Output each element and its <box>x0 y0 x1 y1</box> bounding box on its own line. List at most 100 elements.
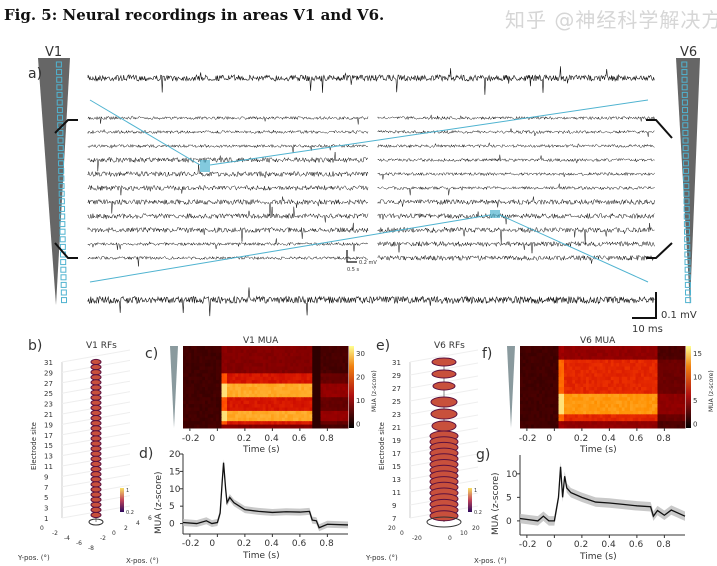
heatmap-cell <box>619 349 623 354</box>
heatmap-cell <box>260 366 264 371</box>
heatmap-cell <box>246 363 250 367</box>
heatmap-cell <box>243 356 247 361</box>
heatmap-cell <box>558 390 562 395</box>
heatmap-cell <box>309 356 313 361</box>
heatmap-cell <box>334 410 338 415</box>
heatmap-cell <box>665 352 669 357</box>
heatmap-cell <box>188 376 192 381</box>
heatmap-cell <box>676 417 680 422</box>
heatmap-cell <box>566 417 570 422</box>
heatmap-cell <box>290 352 294 357</box>
heatmap-cell <box>542 349 546 354</box>
heatmap-cell <box>271 410 275 415</box>
heatmap-cell <box>679 349 683 354</box>
heatmap-cell <box>317 407 321 412</box>
heatmap-cell <box>522 393 526 398</box>
heatmap-cell <box>660 356 664 361</box>
heatmap-cell <box>337 404 341 408</box>
heatmap-cell <box>317 363 321 367</box>
heatmap-cell <box>652 400 656 405</box>
heatmap-cell <box>249 349 253 354</box>
heatmap-cell <box>342 393 346 398</box>
heatmap-cell <box>536 404 540 408</box>
heatmap-cell <box>328 400 332 405</box>
heatmap-cell <box>196 410 200 415</box>
heatmap-cell <box>616 366 620 371</box>
x-tick-label: 0.4 <box>264 539 279 549</box>
heatmap-cell <box>276 400 280 405</box>
heatmap-cell <box>635 383 639 388</box>
heatmap-cell <box>254 346 258 350</box>
heatmap-cell <box>224 414 228 419</box>
heatmap-cell <box>536 363 540 367</box>
heatmap-cell <box>328 421 332 426</box>
rf-colorbar-tick: 1 <box>474 488 477 494</box>
heatmap-cell <box>345 356 349 361</box>
heatmap-cell <box>575 383 579 388</box>
heatmap-cell <box>632 390 636 395</box>
heatmap-cell <box>320 393 324 398</box>
heatmap-cell <box>641 387 645 391</box>
receptive-field <box>90 491 102 498</box>
heatmap-cell <box>635 424 639 429</box>
heatmap-cell <box>638 390 642 395</box>
heatmap-cell <box>674 393 678 398</box>
heatmap-cell <box>254 369 258 374</box>
heatmap-cell <box>566 410 570 415</box>
heatmap-cell <box>597 376 601 381</box>
heatmap-cell <box>665 369 669 374</box>
heatmap-cell <box>183 363 187 367</box>
heatmap-cell <box>583 410 587 415</box>
heatmap-cell <box>196 369 200 374</box>
heatmap-cell <box>309 369 313 374</box>
heatmap-cell <box>229 390 233 395</box>
heatmap-cell <box>205 407 209 412</box>
heatmap-cell <box>638 400 642 405</box>
heatmap-cell <box>572 414 576 419</box>
heatmap-cell <box>317 390 321 395</box>
heatmap-cell <box>301 393 305 398</box>
heatmap-cell <box>323 363 327 367</box>
x-tick-label: 0.8 <box>656 434 671 444</box>
heatmap-cell <box>665 410 669 415</box>
heatmap-cell <box>339 421 343 426</box>
heatmap-cell <box>641 359 645 364</box>
heatmap-cell <box>238 352 242 357</box>
heatmap-cell <box>257 356 261 361</box>
heatmap-cell <box>337 414 341 419</box>
site-tick: 17 <box>44 432 53 440</box>
heatmap-cell <box>342 417 346 422</box>
heatmap-cell <box>339 404 343 408</box>
heatmap-cell <box>188 410 192 415</box>
heatmap-cell <box>210 410 214 415</box>
heatmap-cell <box>654 352 658 357</box>
x-axis-label: Time (s) <box>579 445 617 455</box>
heatmap-cell <box>610 414 614 419</box>
heatmap-cell <box>525 421 529 426</box>
heatmap-cell <box>320 366 324 371</box>
heatmap-cell <box>262 410 266 415</box>
heatmap-cell <box>337 373 341 378</box>
heatmap-cell <box>317 414 321 419</box>
heatmap-cell <box>542 383 546 388</box>
heatmap-cell <box>235 417 239 422</box>
heatmap-cell <box>301 404 305 408</box>
heatmap-cell <box>602 380 606 385</box>
heatmap-cell <box>588 390 592 395</box>
heatmap-cell <box>657 366 661 371</box>
heatmap-cell <box>199 346 203 350</box>
heatmap-cell <box>276 376 280 381</box>
heatmap-cell <box>249 380 253 385</box>
heatmap-cell <box>326 407 330 412</box>
heatmap-cell <box>210 380 214 385</box>
heatmap-cell <box>265 421 269 426</box>
heatmap-cell <box>342 366 346 371</box>
heatmap-cell <box>282 352 286 357</box>
heatmap-cell <box>569 373 573 378</box>
heatmap-cell <box>238 383 242 388</box>
heatmap-cell <box>569 417 573 422</box>
heatmap-cell <box>610 407 614 412</box>
heatmap-cell <box>271 397 275 402</box>
x-tick-label: 0.8 <box>656 540 671 550</box>
large-scale-bar <box>632 292 657 319</box>
